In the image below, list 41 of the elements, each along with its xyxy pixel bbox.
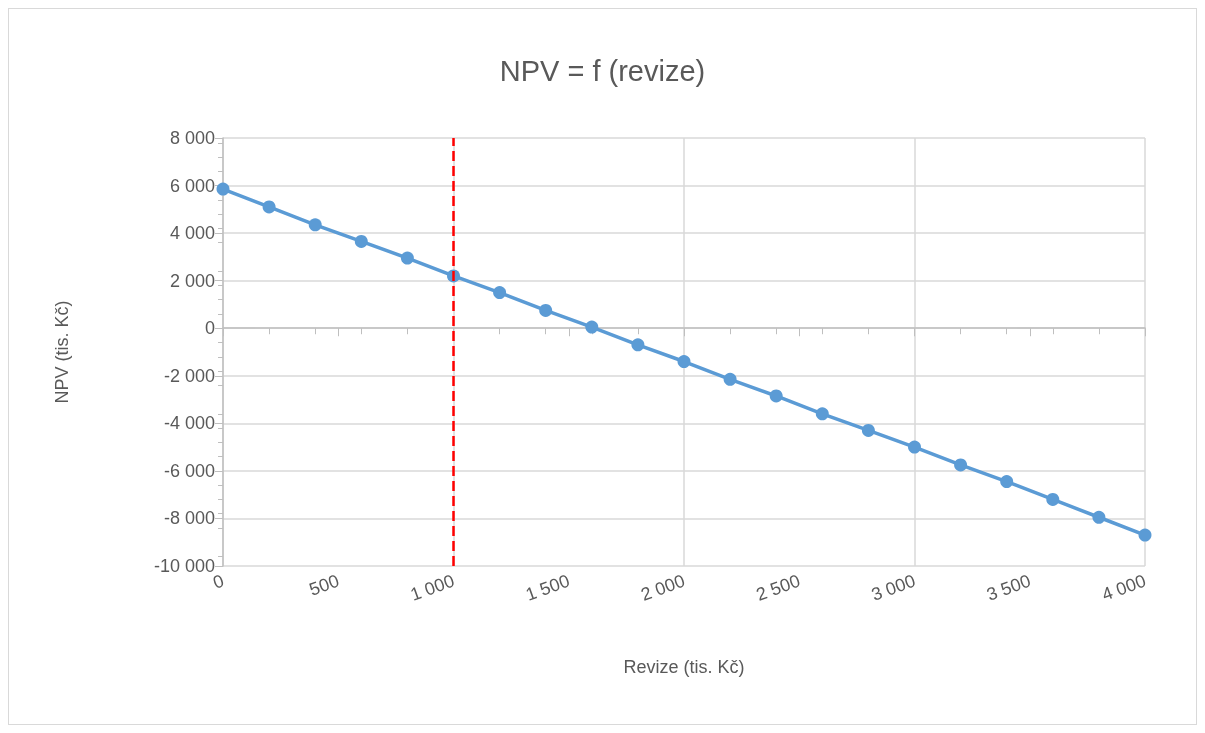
point [677, 355, 691, 369]
x-tick-label: 3 500 [984, 570, 1034, 605]
x-axis-title: Revize (tis. Kč) [623, 657, 745, 677]
y-tick-label: -10 000 [153, 556, 215, 576]
point [861, 423, 875, 437]
x-tick-label: 4 000 [1099, 570, 1149, 605]
y-tick-label: 2 000 [169, 270, 215, 291]
point [815, 407, 829, 421]
point [908, 440, 921, 454]
x-tick-label: 1 500 [523, 570, 573, 605]
y-tick-label: -6 000 [163, 460, 215, 481]
y-tick-label: -4 000 [163, 413, 215, 434]
point [585, 320, 599, 334]
y-tick-label: 4 000 [169, 223, 215, 244]
point [400, 251, 414, 265]
point [308, 218, 322, 232]
x-tick-label: 500 [306, 570, 342, 600]
point [723, 372, 737, 386]
y-tick-label: -8 000 [163, 508, 215, 529]
x-tick-label: 2 000 [638, 570, 688, 605]
point [1138, 528, 1152, 542]
point [631, 338, 645, 352]
point [262, 200, 276, 214]
point [354, 234, 368, 248]
x-tick-label: 2 500 [753, 570, 803, 605]
y-axis-title: NPV (tis. Kč) [52, 300, 72, 404]
point [1092, 510, 1106, 524]
point [769, 389, 783, 403]
y-tick-label: 0 [204, 318, 215, 339]
point [1046, 492, 1060, 506]
point [954, 458, 968, 472]
point [216, 182, 230, 196]
point [493, 286, 507, 300]
x-tick-label: 3 000 [868, 570, 918, 605]
chart-title: NPV = f (revize) [499, 54, 706, 87]
point [539, 303, 553, 317]
point [1000, 475, 1014, 489]
y-tick-label: 6 000 [169, 175, 215, 196]
y-tick-label: 8 000 [169, 128, 215, 148]
x-tick-label: 1 000 [407, 570, 457, 605]
y-tick-label: -2 000 [163, 365, 215, 386]
